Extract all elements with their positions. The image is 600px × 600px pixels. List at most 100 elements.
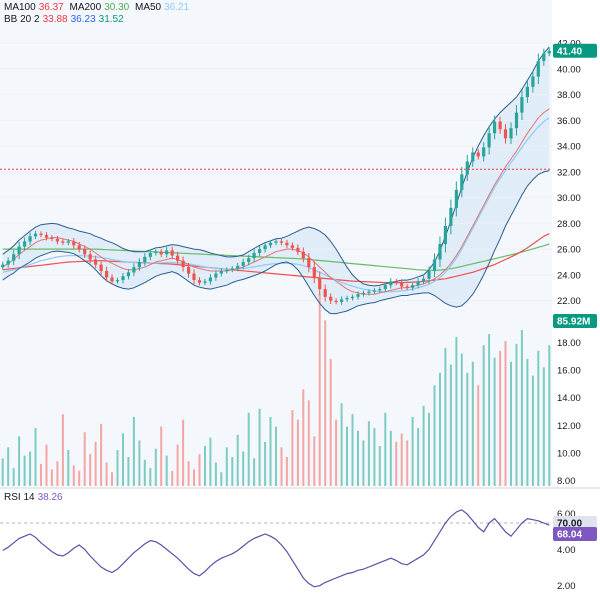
volume-bar	[411, 417, 414, 486]
volume-bar	[400, 433, 403, 486]
candle-body	[411, 285, 415, 288]
candle-body	[12, 254, 16, 261]
candle-body	[361, 292, 365, 295]
volume-bar	[160, 426, 163, 486]
candle-body	[307, 258, 311, 268]
candle-body	[236, 265, 240, 269]
rsi-line	[2, 509, 550, 588]
rsi-level-badge: 70.00	[557, 519, 582, 530]
candle-body	[252, 253, 256, 259]
price-tick-label: 28.00	[557, 219, 581, 230]
candle-body	[94, 259, 98, 265]
volume-bar	[78, 470, 81, 486]
candle-body	[99, 264, 103, 271]
volume-tick-label: 10.00	[557, 448, 581, 459]
grid-lines	[0, 42, 552, 302]
volume-bar	[460, 353, 463, 486]
volume-bar	[56, 461, 59, 486]
candle-body	[181, 260, 185, 268]
candle-body	[454, 189, 458, 208]
candle-body	[110, 277, 114, 282]
volume-bar	[329, 359, 332, 486]
candle-body	[219, 271, 223, 274]
volume-bar	[122, 433, 124, 486]
candle-body	[176, 255, 180, 261]
volume-bar	[357, 430, 359, 486]
candle-body	[482, 147, 486, 157]
price-tick-label: 32.00	[557, 167, 581, 178]
volume-bar	[94, 441, 97, 486]
candle-body	[531, 76, 535, 87]
bb-fill-area	[2, 46, 550, 314]
volume-bar	[45, 444, 48, 486]
volume-bar	[324, 320, 327, 486]
ma-legend[interactable]: MA100 36.37 MA200 30.30 MA50 36.21	[4, 2, 192, 14]
volume-bar	[242, 451, 245, 486]
volume-bar	[100, 423, 103, 486]
volume-bar	[280, 447, 283, 486]
volume-bar	[520, 330, 523, 486]
volume-bar	[193, 469, 195, 486]
volume-bar	[378, 446, 381, 486]
volume-bar	[171, 470, 174, 486]
candle-body	[214, 273, 218, 278]
volume-bar	[264, 441, 267, 486]
bb-legend[interactable]: BB 20 2 33.88 36.23 31.52	[4, 14, 127, 26]
bb-upper-line	[2, 46, 550, 287]
volume-bar	[542, 367, 545, 486]
candle-body	[389, 281, 393, 286]
candle-body	[296, 247, 300, 252]
rsi-tick-label: 6.00	[557, 509, 576, 520]
volume-bar	[12, 468, 15, 486]
last-price-badge-bg	[553, 43, 597, 58]
candle-body	[416, 281, 420, 286]
candle-body	[33, 233, 38, 237]
volume-bar	[258, 408, 261, 486]
rsi-legend-value: 38.26	[37, 492, 63, 503]
rsi-value-badge: 68.04	[557, 530, 582, 541]
volume-bar	[138, 440, 141, 486]
volume-bar	[466, 372, 469, 486]
volume-bar	[67, 450, 70, 486]
candle-body	[465, 161, 469, 175]
volume-bar	[504, 341, 507, 486]
candle-body	[432, 259, 437, 272]
bb-lower-line	[2, 170, 550, 315]
candle-body	[520, 97, 524, 113]
volume-bar	[18, 436, 21, 486]
volume-bar	[471, 361, 474, 486]
volume-badge: 85.92M	[557, 317, 590, 328]
bb-upper-value: 36.23	[70, 14, 96, 25]
candle-body	[422, 278, 426, 282]
volume-bar	[204, 446, 206, 486]
candle-body	[514, 112, 519, 129]
ma200-value: 30.30	[104, 2, 130, 13]
volume-bar	[367, 421, 370, 486]
bb-lower-value: 31.52	[98, 14, 124, 25]
volume-bars	[1, 294, 551, 486]
candle-body	[268, 242, 273, 246]
volume-bar	[89, 454, 92, 486]
rsi-legend[interactable]: RSI 14 38.26	[4, 492, 66, 504]
volume-bar	[439, 372, 441, 486]
volume-bar	[417, 428, 420, 486]
volume-bar	[477, 385, 480, 486]
candle-body	[493, 121, 497, 134]
bb-basis-value: 33.88	[42, 14, 68, 25]
volume-bar	[406, 440, 409, 486]
candle-body	[400, 282, 404, 287]
ma200-line	[2, 243, 550, 271]
candle-body	[121, 276, 125, 281]
volume-bar	[537, 350, 540, 486]
ma50-value: 36.21	[164, 2, 190, 13]
volume-bar	[313, 436, 316, 486]
volume-tick-label: 18.00	[557, 338, 581, 349]
volume-bar	[23, 455, 26, 486]
candle-body	[55, 238, 59, 242]
volume-bar	[389, 430, 392, 486]
candle-body	[154, 251, 158, 253]
volume-bar	[531, 375, 534, 486]
volume-bar	[302, 389, 305, 486]
candle-body	[318, 277, 322, 290]
